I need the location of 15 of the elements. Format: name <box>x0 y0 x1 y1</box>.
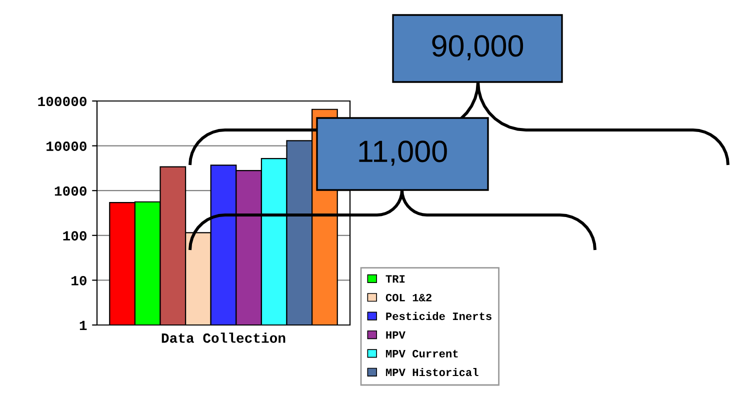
y-tick-label: 100 <box>63 231 86 241</box>
y-tick-label: 100000 <box>38 96 86 106</box>
legend-label: Pesticide Inerts <box>386 312 492 320</box>
y-tick-label: 10 <box>72 276 86 286</box>
text: 11,000 <box>359 140 447 166</box>
y-tick-label: 1000 <box>54 186 86 196</box>
legend-label: MPV Current <box>386 350 458 358</box>
legend-label: COL 1&2 <box>386 294 432 302</box>
x-axis-title: Data Collection <box>162 332 286 343</box>
legend-label: MPV Historical <box>386 368 478 376</box>
text: 90,000 <box>432 35 524 60</box>
y-tick-label: 1 <box>80 320 87 330</box>
legend-label: HPV <box>386 331 406 339</box>
y-tick-label: 10000 <box>46 142 86 151</box>
legend-label: TRI <box>386 275 405 283</box>
